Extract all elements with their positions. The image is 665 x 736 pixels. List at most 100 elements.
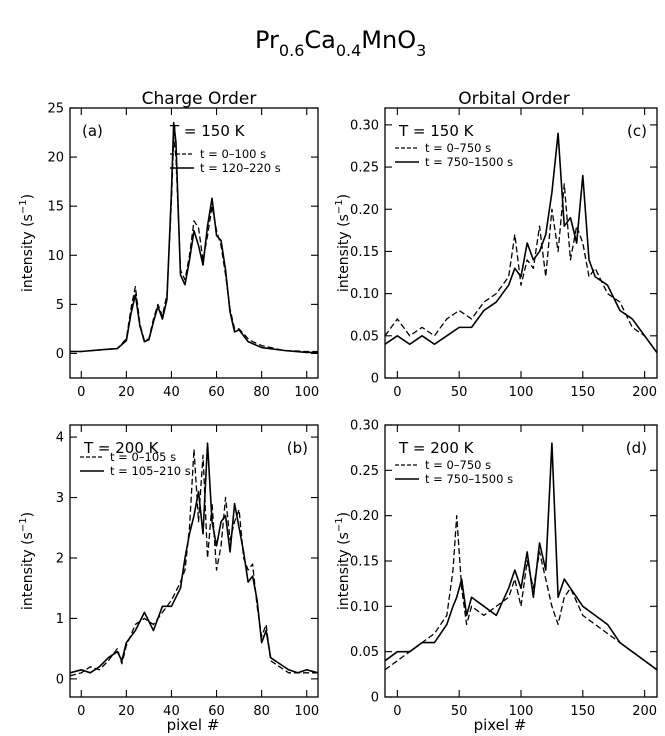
y-tick-label-a-4: 20 — [47, 151, 64, 166]
y-tick-label-b-3: 3 — [56, 491, 64, 506]
y-label-d-exp: −1 — [334, 517, 345, 532]
panel-label-a: (a) — [82, 122, 103, 140]
y-axis-label-a: intensity (s−1) — [18, 194, 36, 292]
y-tick-label-d-2: 0.10 — [350, 600, 379, 615]
y-tick-label-c-5: 0.25 — [350, 161, 379, 176]
series-line-d-0 — [385, 515, 657, 671]
legend-label-a-1: t = 120–220 s — [200, 161, 281, 175]
legend-label-d-1: t = 750–1500 s — [425, 472, 513, 486]
series-line-c-1 — [385, 132, 657, 354]
x-tick-label-b-5: 100 — [294, 704, 319, 719]
y-label-d-base: intensity (s — [336, 532, 352, 610]
x-tick-label-c-1: 50 — [451, 385, 468, 400]
y-tick-label-b-4: 4 — [56, 431, 64, 446]
y-tick-label-c-6: 0.30 — [350, 118, 379, 133]
x-tick-label-b-4: 80 — [253, 704, 270, 719]
column-header-orbital-order: Orbital Order — [458, 89, 569, 109]
y-tick-label-c-4: 0.20 — [350, 203, 379, 218]
y-tick-label-d-6: 0.30 — [350, 419, 379, 434]
title-sub-3: 3 — [416, 41, 426, 60]
series-line-b-0 — [70, 448, 318, 677]
series-line-b-1 — [70, 442, 318, 674]
series-line-c-0 — [385, 183, 657, 354]
y-label-d-close: ) — [336, 512, 352, 517]
title-ca: Ca — [304, 26, 335, 54]
x-tick-label-a-4: 80 — [253, 385, 270, 400]
x-tick-label-b-0: 0 — [77, 704, 85, 719]
temperature-label-c: T = 150 K — [398, 122, 475, 140]
panel-label-d: (d) — [626, 439, 647, 457]
legend-label-d-0: t = 0–750 s — [425, 458, 491, 472]
y-tick-label-c-2: 0.10 — [350, 287, 379, 302]
x-tick-label-d-4: 200 — [632, 704, 657, 719]
y-axis-label-d: intensity (s−1) — [334, 512, 352, 610]
y-tick-label-c-3: 0.15 — [350, 245, 379, 260]
y-tick-label-d-5: 0.25 — [350, 464, 379, 479]
y-label-b-base: intensity (s — [20, 532, 36, 610]
x-tick-label-c-0: 0 — [393, 385, 401, 400]
y-axis-label-b: intensity (s−1) — [18, 512, 36, 610]
legend-label-b-1: t = 105–210 s — [110, 464, 191, 478]
y-label-b-close: ) — [20, 512, 36, 517]
x-tick-label-b-3: 60 — [208, 704, 225, 719]
y-tick-label-b-1: 1 — [56, 612, 64, 627]
x-tick-label-d-3: 150 — [570, 704, 595, 719]
x-tick-label-c-4: 200 — [632, 385, 657, 400]
y-tick-label-d-0: 0 — [371, 691, 379, 706]
title-mno: MnO — [361, 26, 416, 54]
y-tick-label-a-2: 10 — [47, 249, 64, 264]
x-tick-label-d-1: 50 — [451, 704, 468, 719]
legend-label-a-0: t = 0–100 s — [200, 147, 266, 161]
x-tick-label-d-0: 0 — [393, 704, 401, 719]
y-label-c-close: ) — [336, 194, 352, 199]
legend-label-c-1: t = 750–1500 s — [425, 155, 513, 169]
y-label-c-base: intensity (s — [336, 214, 352, 292]
y-label-a-base: intensity (s — [20, 214, 36, 292]
y-tick-label-c-1: 0.05 — [350, 329, 379, 344]
panel-b-charge-order-200k: 0 20 40 60 80 100 0 1 2 3 4 (b) T = 200 Kt = 0–105 s… — [56, 424, 319, 719]
temperature-label-d: T = 200 K — [398, 439, 475, 457]
panel-label-b: (b) — [287, 439, 308, 457]
x-tick-label-d-2: 100 — [509, 704, 534, 719]
panel-c-orbital-order-150k: 0 50 100 150 200 0 0.05 0.10 0.15 0.20 0.25 0.30 (c)… — [350, 107, 658, 400]
title-pr: Pr — [255, 26, 279, 54]
y-tick-label-b-0: 0 — [56, 672, 64, 687]
y-tick-label-a-0: 0 — [56, 347, 64, 362]
y-tick-label-d-1: 0.05 — [350, 645, 379, 660]
y-tick-label-c-0: 0 — [371, 372, 379, 387]
panel-d-orbital-order-200k: 0 50 100 150 200 0 0.05 0.10 0.15 0.20 0.25 0.30 (d)… — [350, 419, 658, 719]
y-label-a-close: ) — [20, 194, 36, 199]
series-line-a-1 — [70, 121, 318, 354]
series-line-a-0 — [70, 136, 318, 353]
y-axis-label-c: intensity (s−1) — [334, 194, 352, 292]
panel-label-c: (c) — [627, 122, 647, 140]
x-tick-label-b-2: 40 — [163, 704, 180, 719]
panel-a-charge-order-150k: 0 20 40 60 80 100 0 5 10 15 20 25 (a) T = 150 K t = 0–… — [47, 102, 319, 401]
x-axis-label-left: pixel # — [167, 716, 220, 734]
x-tick-label-c-3: 150 — [570, 385, 595, 400]
temperature-label-b: T = 200 K — [83, 439, 160, 457]
x-tick-label-a-0: 0 — [77, 385, 85, 400]
series-line-d-1 — [385, 442, 657, 671]
y-tick-label-b-2: 2 — [56, 551, 64, 566]
x-axis-label-right: pixel # — [474, 716, 527, 734]
legend-label-b-0: t = 0–105 s — [110, 450, 176, 464]
y-tick-label-d-4: 0.20 — [350, 509, 379, 524]
y-label-a-exp: −1 — [18, 199, 29, 214]
figure-title: Pr0.6Ca0.4MnO3 — [255, 26, 426, 60]
y-label-b-exp: −1 — [18, 517, 29, 532]
y-label-c-exp: −1 — [334, 199, 345, 214]
title-sub-1: 0.6 — [279, 41, 304, 60]
x-tick-label-c-2: 100 — [509, 385, 534, 400]
plot-frame-b — [69, 424, 319, 698]
x-tick-label-a-2: 40 — [163, 385, 180, 400]
y-tick-label-a-3: 15 — [47, 200, 64, 215]
temperature-label-a: T = 150 K — [169, 122, 246, 140]
plot-frame-a — [69, 107, 319, 379]
y-tick-label-a-5: 25 — [47, 102, 64, 117]
y-tick-label-a-1: 5 — [56, 298, 64, 313]
x-tick-label-a-3: 60 — [208, 385, 225, 400]
x-tick-label-a-1: 20 — [118, 385, 135, 400]
legend-label-c-0: t = 0–750 s — [425, 141, 491, 155]
